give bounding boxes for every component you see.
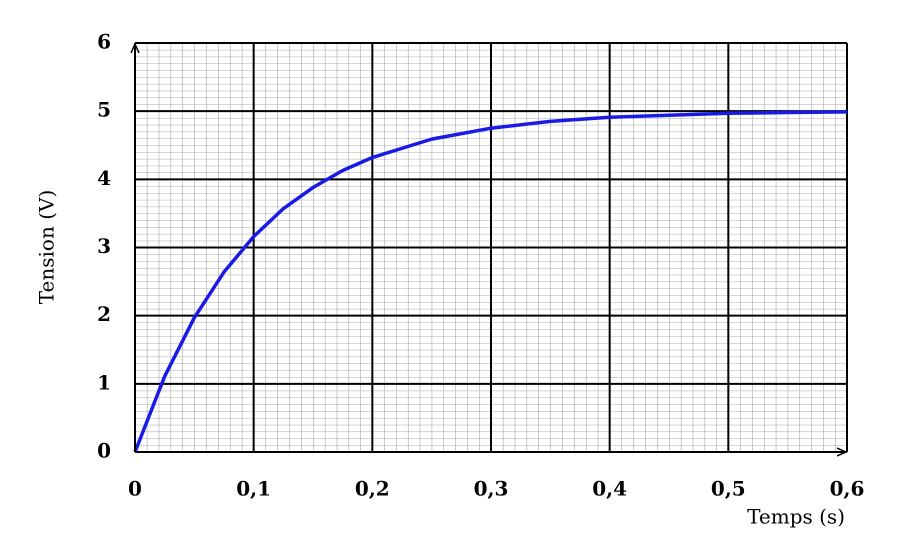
x-tick-label: 0,1	[236, 477, 271, 501]
y-tick-label: 2	[97, 302, 111, 326]
x-tick-label: 0,2	[355, 477, 390, 501]
x-axis-label: Temps (s)	[747, 505, 845, 529]
y-tick-label: 6	[97, 30, 111, 54]
x-tick-label: 0	[128, 477, 142, 501]
y-tick-label: 3	[97, 234, 111, 258]
y-tick-label: 5	[97, 98, 111, 122]
y-axis-label: Tension (V)	[35, 190, 59, 305]
y-tick-label: 0	[97, 439, 111, 463]
x-tick-label: 0,4	[592, 477, 627, 501]
data-line	[133, 110, 848, 453]
y-tick-label: 4	[97, 166, 111, 190]
x-tick-label: 0,6	[830, 477, 865, 501]
x-tick-label: 0,3	[474, 477, 509, 501]
y-tick-label: 1	[97, 370, 111, 394]
x-tick-label: 0,5	[711, 477, 746, 501]
